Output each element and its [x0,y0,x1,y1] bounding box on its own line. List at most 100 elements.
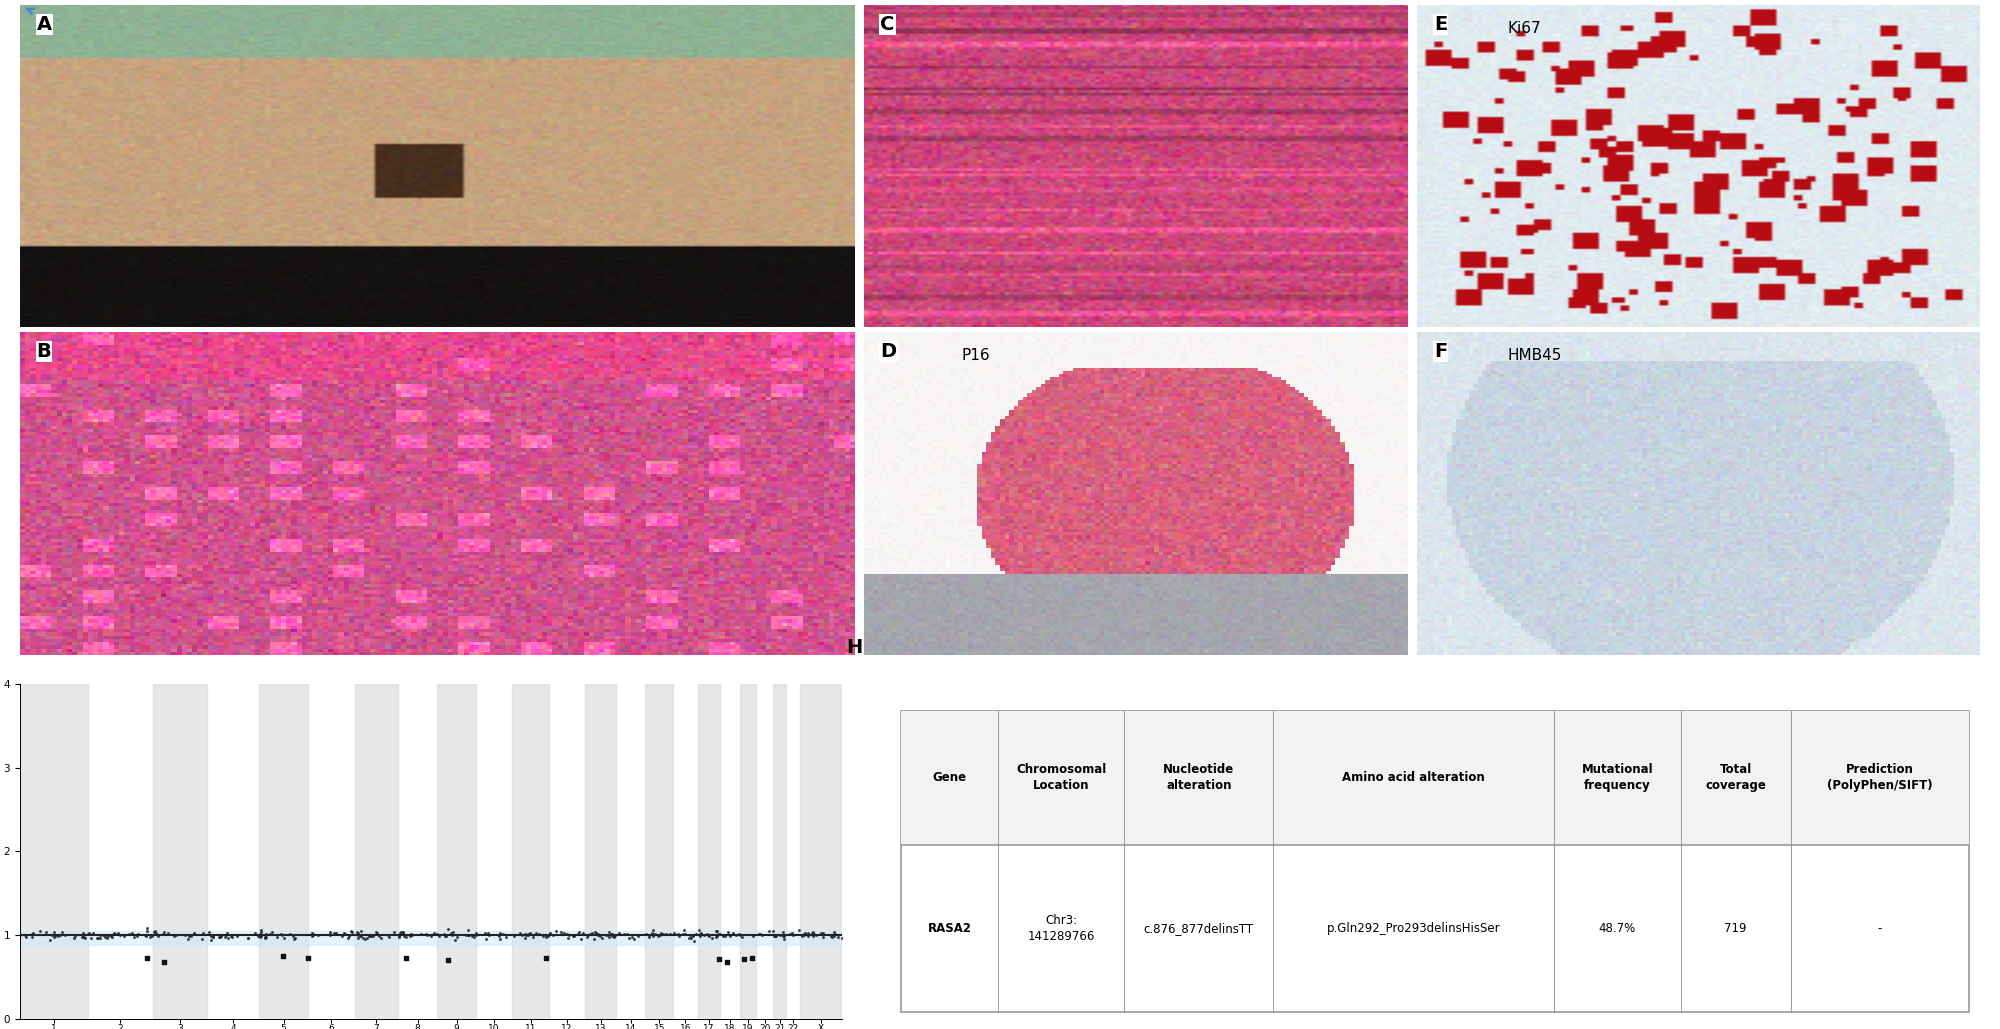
Point [268,948,300,964]
Bar [512,684,548,1019]
Point [354,928,386,945]
Point [152,925,184,942]
Point [186,931,218,948]
Point [654,926,686,943]
Point [636,925,668,942]
Point [206,927,238,944]
Point [596,926,628,943]
Point [800,927,832,944]
Point [692,927,724,944]
Point [788,925,820,942]
Point [700,928,732,945]
Text: Gene: Gene [932,772,966,784]
Point [232,929,264,946]
Point [360,925,392,942]
Bar [800,684,842,1019]
Point [10,926,42,943]
Point [510,926,542,943]
Point [244,927,276,944]
Point [250,928,282,945]
Point [544,924,576,941]
Point [484,930,516,947]
Point [590,926,622,943]
Point [450,927,482,944]
Point [484,928,516,945]
Point [344,927,376,944]
Point [642,928,674,945]
Point [390,950,422,966]
Point [412,926,444,943]
Point [122,927,154,944]
Point [216,929,248,946]
Point [66,929,98,946]
Point [562,926,594,943]
Point [668,922,700,938]
Point [716,925,748,942]
Point [578,931,610,948]
Point [454,927,486,944]
Point [458,928,490,945]
Point [58,930,90,947]
Bar [20,931,842,945]
Point [736,950,768,966]
Point [436,927,468,944]
Point [668,925,700,942]
Point [708,928,740,945]
Point [72,926,104,943]
Point [72,925,104,942]
Point [30,924,62,941]
Point [348,931,380,948]
Point [142,928,174,945]
Point [552,929,584,946]
Point [554,927,586,944]
Point [332,930,364,947]
Point [760,928,792,945]
Point [580,925,612,942]
Point [484,925,516,942]
Point [792,924,824,941]
Point [90,930,122,947]
Point [768,924,800,941]
Point [382,928,414,945]
Point [24,923,56,939]
Point [574,926,606,943]
Point [796,924,828,941]
Point [254,926,286,943]
Point [108,928,140,945]
Point [814,927,846,944]
Point [632,927,664,944]
Point [314,926,346,943]
Point [510,930,542,947]
Point [334,923,366,939]
Point [34,932,66,949]
Point [132,950,164,966]
Point [672,930,704,947]
Point [696,929,728,946]
Point [570,929,602,946]
Point [318,925,350,942]
FancyBboxPatch shape [900,711,1970,845]
Point [640,926,672,943]
Text: p.Gln292_Pro293delinsHisSer: p.Gln292_Pro293delinsHisSer [1326,922,1500,935]
Point [148,924,180,941]
Point [388,928,420,945]
Point [396,926,428,943]
Point [822,929,854,946]
Point [198,928,230,945]
Point [372,927,404,944]
Point [702,923,734,939]
Point [16,924,48,941]
Text: E: E [1434,14,1448,34]
Point [158,927,190,944]
Point [134,928,166,945]
Point [700,923,732,939]
Point [600,926,632,943]
Point [712,954,744,970]
Point [42,927,74,944]
Point [104,927,136,944]
Point [758,928,790,945]
Point [114,926,146,943]
Point [90,927,122,944]
Point [256,924,288,941]
Point [244,922,276,938]
